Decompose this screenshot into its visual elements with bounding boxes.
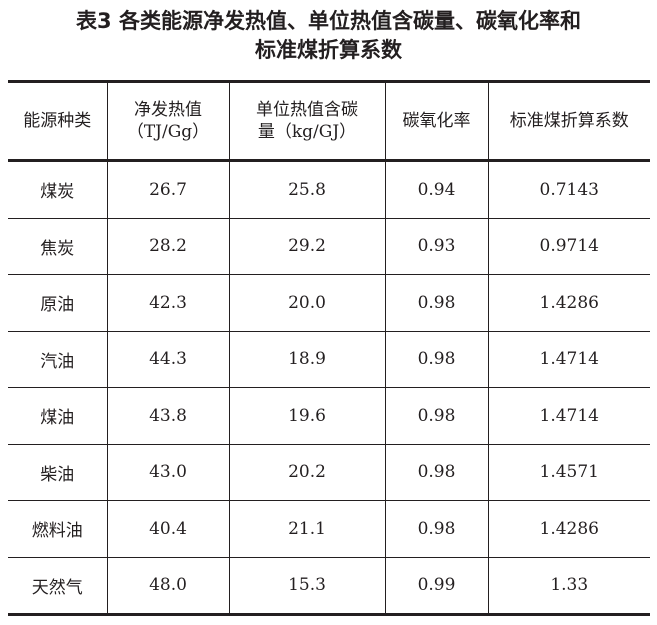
cell-net-calorific-value: 48.0	[106, 557, 230, 616]
table-row: 煤油 43.8 19.6 0.98 1.4714	[8, 387, 650, 445]
header-row: 能源种类 净发热值 （TJ/Gg） 单位热值含碳 量（kg/GJ） 碳氧化率 标准煤折算系数	[8, 81, 650, 162]
table-title-line2: 标准煤折算系数	[255, 38, 402, 62]
cell-net-calorific-value: 42.3	[106, 274, 230, 332]
header-carbon-content: 单位热值含碳 量（kg/GJ）	[228, 81, 386, 162]
cell-carbon-content: 15.3	[228, 557, 386, 616]
header-net-calorific-value: 净发热值 （TJ/Gg）	[106, 81, 230, 162]
cell-energy-type: 燃料油	[8, 500, 108, 558]
table-row: 天然气 48.0 15.3 0.99 1.33	[8, 557, 650, 616]
header-text-line1: 单位热值含碳	[256, 100, 358, 120]
table-row: 原油 42.3 20.0 0.98 1.4286	[8, 274, 650, 332]
header-text-line1: 能源种类	[23, 111, 92, 131]
cell-energy-type: 汽油	[8, 331, 108, 388]
cell-oxidation-rate: 0.93	[384, 218, 489, 275]
cell-carbon-content: 18.9	[228, 331, 386, 388]
cell-coal-conversion-factor: 1.4286	[487, 274, 650, 332]
cell-net-calorific-value: 28.2	[106, 218, 230, 275]
table-body: 煤炭 26.7 25.8 0.94 0.7143 焦炭 28.2 29.2 0.93 0.9714…	[8, 160, 650, 616]
cell-oxidation-rate: 0.98	[384, 500, 489, 558]
cell-coal-conversion-factor: 0.7143	[487, 160, 650, 219]
cell-carbon-content: 20.2	[228, 444, 386, 501]
cell-oxidation-rate: 0.98	[384, 274, 489, 332]
cell-energy-type: 天然气	[8, 557, 108, 616]
cell-energy-type: 煤油	[8, 387, 108, 445]
header-text-line1: 标准煤折算系数	[509, 111, 629, 131]
cell-carbon-content: 21.1	[228, 500, 386, 558]
header-energy-type: 能源种类	[8, 81, 108, 162]
cell-oxidation-rate: 0.98	[384, 387, 489, 445]
header-text-line2: 量（kg/GJ）	[257, 122, 357, 142]
cell-energy-type: 焦炭	[8, 218, 108, 275]
header-text-line1: 净发热值	[134, 100, 202, 120]
cell-energy-type: 煤炭	[8, 160, 108, 219]
cell-oxidation-rate: 0.99	[384, 557, 489, 616]
table-row: 煤炭 26.7 25.8 0.94 0.7143	[8, 160, 650, 219]
cell-oxidation-rate: 0.98	[384, 444, 489, 501]
cell-coal-conversion-factor: 1.4714	[487, 331, 650, 388]
cell-coal-conversion-factor: 1.33	[487, 557, 650, 616]
cell-carbon-content: 20.0	[228, 274, 386, 332]
cell-net-calorific-value: 26.7	[106, 160, 230, 219]
header-coal-conversion-factor: 标准煤折算系数	[487, 81, 650, 162]
cell-coal-conversion-factor: 1.4571	[487, 444, 650, 501]
cell-oxidation-rate: 0.94	[384, 160, 489, 219]
cell-carbon-content: 19.6	[228, 387, 386, 445]
cell-net-calorific-value: 43.8	[106, 387, 230, 445]
header-text-line2: （TJ/Gg）	[126, 122, 210, 142]
cell-net-calorific-value: 40.4	[106, 500, 230, 558]
cell-net-calorific-value: 44.3	[106, 331, 230, 388]
cell-coal-conversion-factor: 0.9714	[487, 218, 650, 275]
cell-coal-conversion-factor: 1.4286	[487, 500, 650, 558]
energy-coefficients-table: 能源种类 净发热值 （TJ/Gg） 单位热值含碳 量（kg/GJ） 碳氧化率 标准煤折算系数…	[8, 80, 650, 616]
table-row: 汽油 44.3 18.9 0.98 1.4714	[8, 331, 650, 388]
table-row: 燃料油 40.4 21.1 0.98 1.4286	[8, 500, 650, 558]
cell-energy-type: 柴油	[8, 444, 108, 501]
cell-oxidation-rate: 0.98	[384, 331, 489, 388]
table-row: 柴油 43.0 20.2 0.98 1.4571	[8, 444, 650, 501]
table-title-line1: 表3 各类能源净发热值、单位热值含碳量、碳氧化率和	[76, 9, 581, 33]
header-oxidation-rate: 碳氧化率	[384, 81, 489, 162]
cell-net-calorific-value: 43.0	[106, 444, 230, 501]
cell-coal-conversion-factor: 1.4714	[487, 387, 650, 445]
header-text-line1: 碳氧化率	[402, 111, 471, 131]
cell-carbon-content: 29.2	[228, 218, 386, 275]
cell-energy-type: 原油	[8, 274, 108, 332]
cell-carbon-content: 25.8	[228, 160, 386, 219]
table-row: 焦炭 28.2 29.2 0.93 0.9714	[8, 218, 650, 275]
